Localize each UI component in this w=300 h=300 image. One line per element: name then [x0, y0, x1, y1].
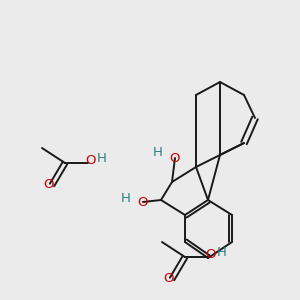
Text: H: H — [97, 152, 107, 166]
Text: O: O — [43, 178, 53, 191]
Text: O: O — [138, 196, 148, 208]
Text: O: O — [85, 154, 95, 166]
Text: H: H — [153, 146, 163, 158]
Text: O: O — [205, 248, 215, 260]
Text: H: H — [217, 247, 227, 260]
Text: H: H — [121, 191, 131, 205]
Text: O: O — [170, 152, 180, 164]
Text: O: O — [163, 272, 173, 286]
